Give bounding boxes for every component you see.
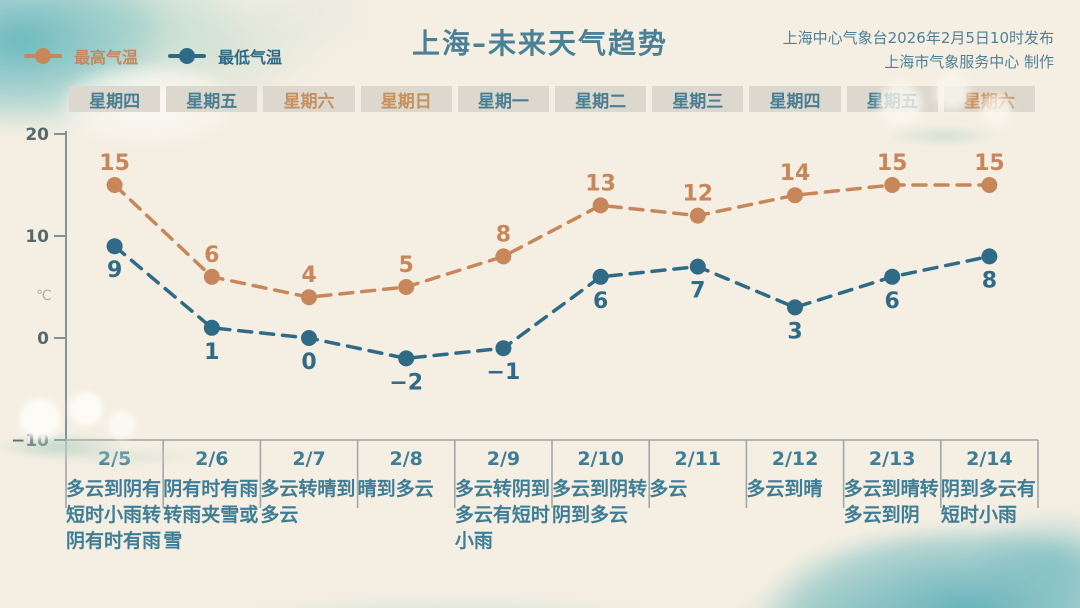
svg-text:−2: −2: [389, 370, 423, 395]
date-label: 2/10: [577, 448, 624, 470]
weekday-box: 星期一: [457, 86, 550, 112]
weekday-box: 星期五: [166, 86, 258, 112]
svg-text:7: 7: [690, 279, 705, 304]
legend-item-low: 最低气温: [168, 44, 282, 68]
weather-text: 多云到阴转阴到多云: [552, 478, 648, 526]
weekday-box: 星期三: [652, 86, 744, 112]
high-temp-line-icon: [24, 48, 62, 64]
day-column: 2/13 多云到晴转多云到阴: [844, 446, 941, 554]
day-column: 2/5 多云到阴有短时小雨转阴有时有雨: [66, 446, 163, 554]
svg-text:−1: −1: [487, 360, 521, 385]
publisher-line2: 上海市气象服务中心 制作: [884, 53, 1054, 71]
svg-text:15: 15: [974, 151, 1005, 176]
svg-text:5: 5: [399, 253, 414, 278]
svg-text:℃: ℃: [36, 288, 52, 304]
low-temp-series: 9 1 0 −2 −1 6 7 3 6 8: [106, 238, 998, 395]
svg-text:9: 9: [107, 258, 122, 283]
weekday-row: 星期四 星期五 星期六 星期日 星期一 星期二 星期三 星期四 星期五 星期六: [66, 86, 1038, 112]
date-label: 2/7: [292, 448, 326, 470]
weekday-box: 星期六: [943, 86, 1036, 112]
weather-text: 多云到晴: [746, 478, 823, 500]
svg-text:3: 3: [787, 319, 802, 344]
day-column: 2/9 多云转阴到多云有短时小雨: [455, 446, 552, 554]
svg-text:−10: −10: [11, 431, 49, 451]
day-column: 2/14 阴到多云有短时小雨: [941, 446, 1038, 554]
publisher-line1: 上海中心气象台2026年2月5日10时发布: [782, 29, 1054, 47]
svg-text:13: 13: [585, 171, 616, 196]
day-column: 2/10 多云到阴转阴到多云: [552, 446, 649, 554]
weekday-box: 星期四: [69, 86, 161, 112]
table-grid: [65, 439, 1039, 508]
svg-text:6: 6: [204, 243, 219, 268]
legend: 最高气温 最低气温: [24, 44, 282, 68]
low-temp-line-icon: [168, 48, 207, 64]
svg-text:6: 6: [885, 289, 900, 314]
day-column: 2/11 多云: [649, 446, 746, 554]
svg-text:14: 14: [780, 161, 811, 186]
svg-text:12: 12: [682, 182, 713, 207]
legend-label-low: 最低气温: [218, 48, 283, 67]
svg-text:8: 8: [496, 222, 511, 247]
svg-text:1: 1: [204, 340, 219, 365]
forecast-table: 2/5 多云到阴有短时小雨转阴有时有雨 2/6 阴有时有雨转雨夹雪或雪 2/7 多云转晴到…: [66, 446, 1038, 554]
weekday-box: 星期日: [360, 86, 452, 112]
weather-text: 多云转阴到多云有短时小雨: [454, 478, 550, 552]
svg-text:8: 8: [982, 268, 997, 293]
high-temp-series: 15 6 4 5 8 13 12 14 15 15: [99, 151, 1005, 306]
svg-text:20: 20: [25, 125, 49, 145]
svg-text:0: 0: [37, 329, 49, 349]
svg-text:0: 0: [301, 350, 316, 375]
weather-text: 阴有时有雨转雨夹雪或雪: [163, 478, 259, 552]
weekday-box: 星期二: [555, 86, 647, 112]
page-title: 上海–未来天气趋势: [411, 27, 668, 60]
svg-text:10: 10: [25, 227, 49, 247]
weekday-box: 星期五: [846, 86, 938, 112]
y-axis: 20 10 0 −10 ℃: [11, 125, 67, 451]
weather-text: 多云转晴到多云: [260, 478, 356, 526]
date-label: 2/9: [486, 448, 521, 470]
publisher-info: 上海中心气象台2026年2月5日10时发布 上海市气象服务中心 制作: [783, 26, 1054, 74]
weather-text: 阴到多云有短时小雨: [940, 478, 1036, 526]
date-label: 2/12: [771, 448, 819, 470]
legend-item-high: 最高气温: [24, 44, 138, 68]
weather-text: 多云到阴有短时小雨转阴有时有雨: [66, 478, 162, 552]
date-label: 2/8: [389, 448, 423, 470]
date-label: 2/11: [674, 448, 722, 470]
day-column: 2/6 阴有时有雨转雨夹雪或雪: [163, 446, 260, 554]
svg-text:4: 4: [301, 263, 316, 288]
weekday-box: 星期四: [749, 86, 841, 112]
weather-text: 多云: [649, 478, 688, 500]
svg-text:6: 6: [593, 289, 608, 314]
legend-label-high: 最高气温: [74, 48, 139, 67]
svg-text:15: 15: [99, 151, 130, 176]
date-label: 2/6: [195, 448, 229, 470]
weather-text: 多云到晴转多云到阴: [843, 478, 939, 526]
date-label: 2/14: [966, 448, 1013, 470]
date-label: 2/5: [97, 448, 132, 470]
weekday-box: 星期六: [263, 86, 355, 112]
day-column: 2/7 多云转晴到多云: [260, 446, 357, 554]
day-column: 2/12 多云到晴: [746, 446, 843, 554]
weather-text: 晴到多云: [357, 478, 434, 500]
day-column: 2/8 晴到多云: [358, 446, 455, 554]
date-label: 2/13: [868, 448, 916, 470]
svg-text:15: 15: [877, 151, 908, 176]
